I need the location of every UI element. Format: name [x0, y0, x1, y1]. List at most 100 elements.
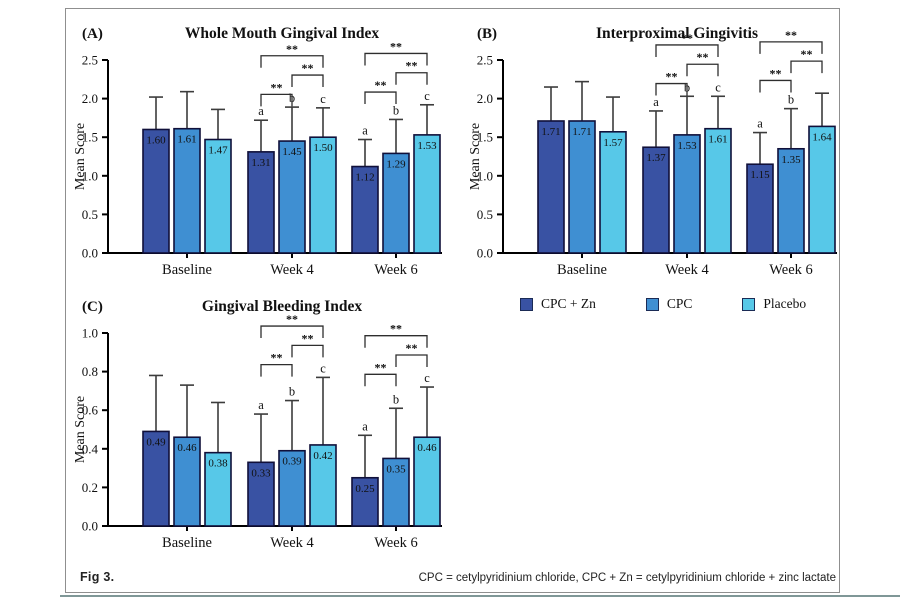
sig-bracket [364, 335, 428, 348]
x-category-label: Baseline [162, 262, 212, 278]
sig-label: ** [375, 360, 387, 374]
sig-label: ** [406, 59, 418, 73]
letter-annotation: b [393, 392, 399, 406]
bar-B-2-2 [808, 125, 836, 254]
sig-bracket [655, 82, 688, 96]
bar-B-0-2 [599, 130, 627, 254]
bar-value-label: 1.53 [677, 140, 697, 152]
y-tick-label: 0.8 [82, 364, 98, 379]
x-category-label: Baseline [162, 535, 212, 551]
legend-label: CPC [666, 296, 693, 311]
letter-annotation: b [393, 103, 399, 117]
letter-annotation: c [424, 89, 430, 103]
letter-annotation: a [362, 124, 368, 138]
sig-bracket [759, 41, 823, 54]
sig-label: ** [271, 80, 283, 94]
bar-C-0-0 [142, 430, 170, 527]
legend-swatch-placebo-icon [742, 297, 756, 311]
bar-C-1-0 [247, 461, 275, 527]
bar-value-label: 1.35 [781, 154, 801, 166]
letter-annotation: c [320, 361, 326, 375]
bar-value-label: 1.31 [251, 157, 270, 169]
y-tick-label: 0.0 [82, 519, 98, 534]
panel-label: (C) [82, 299, 103, 315]
y-tick-label: 2.0 [82, 91, 98, 106]
y-tick-label: 2.5 [82, 53, 98, 68]
sig-bracket [364, 373, 397, 387]
sig-label: ** [390, 39, 402, 53]
legend-item-cpc: CPC [645, 296, 693, 312]
bar-A-0-0 [142, 128, 170, 254]
legend-item-placebo: Placebo [742, 296, 806, 312]
chart-title: Whole Mouth Gingival Index [185, 25, 379, 42]
y-tick-label: 0.6 [82, 403, 99, 418]
letter-annotation: c [715, 80, 721, 94]
sig-bracket [260, 364, 293, 377]
y-tick-label: 1.0 [477, 168, 493, 183]
bar-B-1-2 [704, 127, 732, 254]
bar-B-0-0 [537, 120, 565, 254]
bar-value-label: 1.57 [603, 137, 623, 149]
bar-C-2-2 [413, 436, 441, 527]
letter-annotation: a [362, 419, 368, 433]
sig-bracket [759, 79, 792, 93]
bar-value-label: 0.35 [386, 463, 406, 475]
bar-value-label: 0.33 [251, 467, 271, 479]
y-tick-label: 0.5 [477, 207, 493, 222]
legend-label: CPC + Zn [541, 296, 596, 311]
bar-B-1-1 [673, 134, 701, 254]
y-axis-label: Mean Score [73, 396, 88, 463]
legend-item-cpc-zn: CPC + Zn [520, 296, 596, 312]
legend-swatch-cpc-zn-icon [520, 297, 533, 311]
sig-bracket [790, 60, 823, 74]
chart-title: Interproximal Gingivitis [596, 25, 758, 42]
bar-C-0-1 [173, 436, 201, 527]
y-axis-label: Mean Score [73, 123, 88, 190]
bar-value-label: 1.29 [386, 158, 406, 170]
bar-value-label: 1.47 [208, 145, 228, 157]
bar-value-label: 1.50 [313, 142, 333, 154]
sig-bracket [291, 74, 324, 88]
bar-value-label: 1.15 [750, 169, 770, 181]
bar-value-label: 1.60 [146, 134, 166, 146]
bar-A-1-0 [247, 151, 275, 254]
bar-A-2-0 [351, 165, 379, 254]
sig-bracket [364, 52, 428, 66]
y-tick-label: 0.4 [82, 441, 99, 456]
bar-value-label: 0.38 [208, 458, 228, 470]
sig-label: ** [286, 42, 298, 56]
legend: CPC + Zn CPC Placebo [520, 296, 806, 312]
sig-label: ** [375, 78, 387, 92]
y-tick-label: 0.5 [82, 207, 98, 222]
letter-annotation: b [788, 93, 794, 107]
bar-value-label: 1.53 [417, 140, 437, 152]
sig-label: ** [406, 341, 418, 355]
sig-label: ** [697, 50, 709, 64]
x-category-label: Week 4 [665, 262, 709, 278]
bar-value-label: 0.46 [177, 442, 197, 454]
x-category-label: Week 4 [270, 262, 314, 278]
bar-A-0-2 [204, 138, 232, 254]
bar-A-2-2 [413, 134, 441, 254]
sig-label: ** [770, 66, 782, 80]
sig-bracket [655, 44, 719, 57]
sig-bracket [395, 72, 428, 85]
sig-label: ** [785, 28, 797, 42]
letter-annotation: a [258, 104, 264, 118]
bar-A-0-1 [173, 127, 201, 254]
bar-value-label: 0.25 [355, 483, 375, 495]
sig-label: ** [302, 331, 314, 345]
sig-bracket [364, 91, 397, 105]
bar-value-label: 1.12 [355, 172, 374, 184]
sig-bracket [260, 55, 324, 68]
bar-C-1-2 [309, 444, 337, 527]
bar-value-label: 1.45 [282, 146, 302, 158]
y-tick-label: 1.0 [82, 168, 98, 183]
bar-value-label: 1.71 [572, 126, 591, 138]
letter-annotation: c [320, 92, 326, 106]
sig-label: ** [302, 61, 314, 75]
bar-value-label: 1.64 [812, 131, 832, 143]
bar-A-2-1 [382, 152, 410, 254]
bar-C-2-0 [351, 476, 379, 527]
